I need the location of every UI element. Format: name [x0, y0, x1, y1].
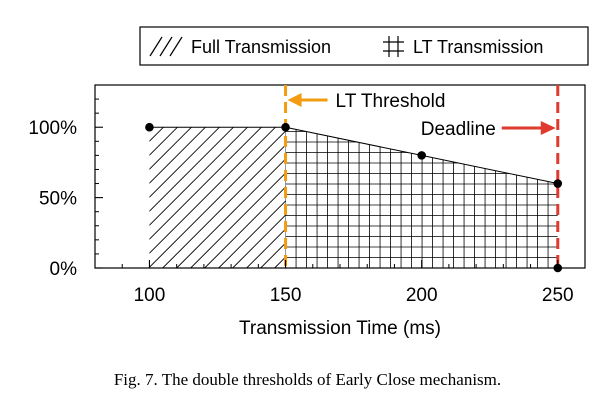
x-tick-label: 150 [270, 285, 302, 306]
x-axis-title: Transmission Time (ms) [239, 318, 441, 339]
legend-label-lt-transmission: LT Transmission [413, 37, 543, 57]
figure-caption: Fig. 7. The double thresholds of Early C… [113, 370, 502, 389]
hatch-grid-hatch [285, 127, 558, 268]
legend-swatch-full-transmission [149, 36, 183, 57]
plot-frame [94, 84, 586, 269]
legend-box [139, 26, 589, 66]
y-tick-label: 100% [28, 118, 77, 139]
y-tick-label: 0% [50, 259, 78, 280]
x-tick-label: 250 [542, 285, 574, 306]
deadline-arrow-head [540, 121, 556, 135]
hatch-diagonal-hatch [149, 127, 286, 268]
data-point [145, 122, 154, 132]
y-tick-label: 50% [39, 189, 77, 210]
legend-label-full-transmission: Full Transmission [191, 37, 331, 57]
legend-swatch-lt-transmission [383, 36, 404, 57]
x-tick-label: 100 [134, 285, 166, 306]
lt-threshold-arrow-head [287, 93, 302, 107]
data-point [553, 179, 563, 188]
chart: Full Transmission LT Transmission 100 150… [28, 26, 589, 339]
legend: Full Transmission LT Transmission [139, 26, 589, 66]
data-point [553, 263, 563, 273]
lt-threshold-label: LT Threshold [336, 91, 446, 112]
data-point [417, 151, 426, 160]
data-point [281, 122, 290, 132]
x-tick-label: 200 [406, 285, 438, 306]
deadline-label: Deadline [421, 119, 496, 140]
